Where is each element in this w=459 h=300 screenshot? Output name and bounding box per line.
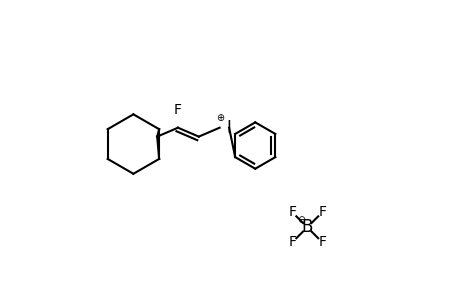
Text: B: B — [301, 218, 312, 236]
Text: F: F — [318, 205, 326, 219]
Text: ⊕: ⊕ — [216, 113, 224, 123]
Text: F: F — [287, 236, 296, 249]
Text: ⊖: ⊖ — [296, 214, 304, 224]
Text: F: F — [174, 103, 182, 117]
Text: F: F — [287, 205, 296, 219]
Text: I: I — [226, 119, 230, 137]
Text: F: F — [318, 236, 326, 249]
